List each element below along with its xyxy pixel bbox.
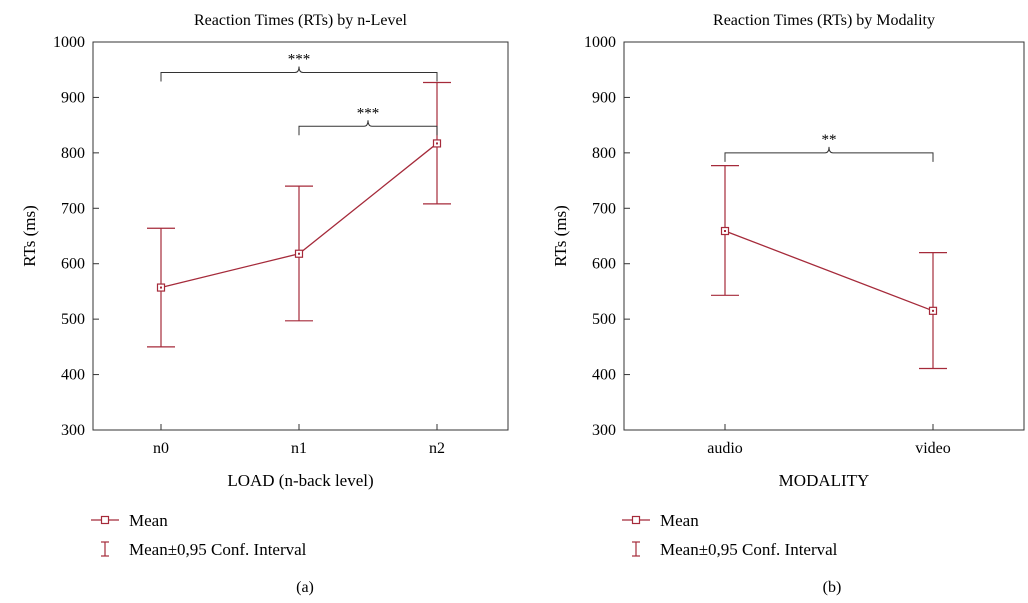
- mean-line: [724, 230, 934, 312]
- plot-frame: [623, 41, 1025, 431]
- mean-point-dot: [298, 252, 300, 255]
- chart-panel-a: Reaction Times (RTs) by n-Level 300 400 500…: [20, 12, 509, 596]
- y-tick-label: 600: [592, 256, 616, 273]
- y-tick-label: 800: [592, 145, 616, 162]
- y-tick-label: 400: [61, 367, 85, 384]
- plot-frame: [92, 41, 509, 431]
- chart-title: Reaction Times (RTs) by n-Level: [194, 12, 408, 29]
- significance-label: ***: [288, 51, 311, 67]
- y-tick-label: 900: [61, 89, 85, 106]
- x-tick-label: n0: [153, 440, 169, 457]
- y-tick-label: 300: [592, 422, 616, 439]
- legend-ci-label: Mean±0,95 Conf. Interval: [660, 540, 838, 559]
- legend-mean-marker: [100, 515, 110, 525]
- significance-label: **: [822, 132, 837, 148]
- mean-point-dot: [160, 286, 162, 289]
- x-tick-label: audio: [707, 440, 743, 457]
- y-axis-label: RTs (ms): [20, 205, 39, 267]
- x-axis-label: MODALITY: [779, 471, 870, 490]
- significance-label: ***: [357, 105, 380, 121]
- significance-bracket: ***: [298, 105, 438, 136]
- y-tick-label: 900: [592, 89, 616, 106]
- legend-mean-label: Mean: [129, 511, 168, 530]
- y-tick-label: 1000: [584, 34, 616, 51]
- x-tick-label: video: [915, 440, 951, 457]
- y-tick-label: 1000: [53, 34, 85, 51]
- y-tick-label: 700: [592, 200, 616, 217]
- y-tick-label: 800: [61, 145, 85, 162]
- y-axis-label: RTs (ms): [551, 205, 570, 267]
- significance-bracket: **: [724, 132, 934, 162]
- y-tick-label: 300: [61, 422, 85, 439]
- chart-panel-b: Reaction Times (RTs) by Modality 300 400 50…: [551, 12, 1025, 596]
- y-tick-label: 600: [61, 256, 85, 273]
- bracket-line: [724, 146, 934, 162]
- bracket-line: [298, 120, 438, 136]
- significance-bracket: ***: [160, 51, 438, 82]
- mean-point-dot: [724, 230, 726, 233]
- y-tick-label: 400: [592, 367, 616, 384]
- panel-caption: (a): [296, 579, 314, 596]
- legend: Mean Mean±0,95 Conf. Interval: [91, 511, 307, 559]
- x-tick-label: n2: [429, 440, 445, 457]
- y-tick-label: 500: [61, 311, 85, 328]
- mean-point-dot: [436, 142, 438, 145]
- mean-point-dot: [932, 309, 934, 312]
- panel-caption: (b): [823, 579, 842, 596]
- legend: Mean Mean±0,95 Conf. Interval: [622, 511, 838, 559]
- x-tick-label: n1: [291, 440, 307, 457]
- legend-mean-label: Mean: [660, 511, 699, 530]
- chart-title: Reaction Times (RTs) by Modality: [713, 12, 935, 29]
- x-axis-label: LOAD (n-back level): [227, 471, 373, 490]
- legend-ci-label: Mean±0,95 Conf. Interval: [129, 540, 307, 559]
- bracket-line: [160, 66, 438, 82]
- y-tick-label: 700: [61, 200, 85, 217]
- legend-mean-marker: [631, 515, 641, 525]
- y-tick-label: 500: [592, 311, 616, 328]
